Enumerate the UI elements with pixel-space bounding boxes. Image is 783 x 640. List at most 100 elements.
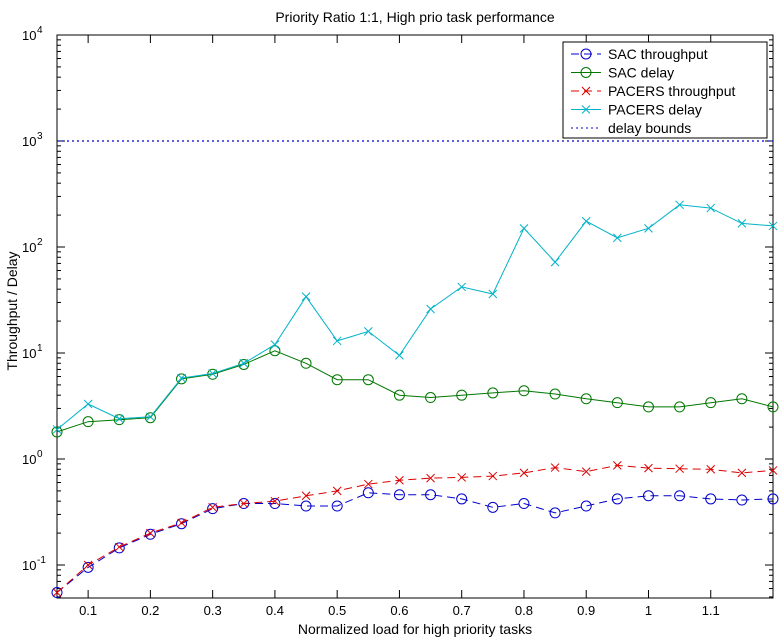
- data-point-marker: [426, 304, 435, 314]
- data-point-marker: [611, 493, 623, 505]
- data-point-marker: [580, 500, 592, 512]
- y-tick-label: 10: [22, 134, 36, 149]
- y-tick-exponent: 1: [37, 343, 43, 354]
- data-point-marker: [706, 203, 716, 213]
- data-point-marker: [177, 373, 186, 383]
- legend-label: SAC throughput: [608, 46, 708, 62]
- data-point-marker: [642, 401, 654, 413]
- data-point-marker: [705, 493, 717, 505]
- data-point-marker: [300, 357, 312, 369]
- data-point-marker: [457, 473, 467, 482]
- data-point-marker: [207, 503, 219, 515]
- data-point-marker: [767, 493, 779, 505]
- series-sac-throughput: [51, 487, 779, 599]
- data-point-marker: [362, 374, 374, 386]
- x-tick-label: 1: [645, 603, 652, 618]
- data-point-marker: [456, 389, 468, 401]
- data-point-marker: [393, 389, 405, 401]
- data-point-marker: [425, 392, 437, 404]
- data-point-marker: [426, 473, 435, 483]
- data-point-marker: [581, 216, 591, 226]
- data-point-marker: [580, 67, 592, 78]
- y-axis-label: Throughput / Delay: [4, 251, 20, 370]
- x-tick-label: 0.9: [577, 603, 595, 618]
- data-point-marker: [270, 496, 280, 506]
- data-point-marker: [550, 257, 560, 267]
- data-point-marker: [114, 542, 124, 552]
- data-point-marker: [675, 464, 684, 474]
- y-tick-exponent: 2: [37, 237, 43, 248]
- data-point-marker: [362, 487, 374, 499]
- data-point-marker: [550, 463, 560, 472]
- legend-label: SAC delay: [608, 65, 674, 81]
- data-point-marker: [706, 464, 716, 474]
- data-point-marker: [176, 373, 188, 385]
- data-point-marker: [518, 385, 530, 397]
- data-point-marker: [176, 518, 188, 530]
- data-point-marker: [767, 401, 779, 413]
- x-tick-label: 0.6: [390, 603, 408, 618]
- series-line: [56, 350, 774, 433]
- legend-item: PACERS throughput: [571, 83, 735, 99]
- x-axis-ticks: 0.1 0.2 0.3 0.4 0.5 0.6 0.7 0.8 0.9 1 1.1: [79, 35, 720, 618]
- data-point-marker: [363, 327, 373, 336]
- data-point-marker: [301, 491, 311, 501]
- legend: SAC throughput SAC delay PACERS throughput…: [562, 41, 768, 139]
- x-tick-label: 0.1: [79, 603, 97, 618]
- data-point-marker: [612, 461, 622, 470]
- data-point-marker: [239, 358, 249, 368]
- data-point-marker: [580, 48, 592, 60]
- data-point-marker: [549, 507, 561, 519]
- data-point-marker: [488, 289, 498, 299]
- x-tick-label: 0.3: [204, 603, 222, 618]
- plot-frame: [56, 34, 774, 599]
- data-point-marker: [82, 561, 94, 573]
- x-tick-label: 0.2: [141, 603, 159, 618]
- data-point-marker: [301, 292, 311, 302]
- legend-label: PACERS throughput: [608, 83, 735, 99]
- data-point-marker: [332, 486, 342, 496]
- data-point-marker: [331, 500, 343, 512]
- data-point-marker: [114, 414, 124, 424]
- data-point-marker: [363, 479, 373, 489]
- data-point-marker: [395, 351, 404, 360]
- series-pacers-throughput: [52, 461, 778, 597]
- data-point-marker: [487, 387, 499, 399]
- legend-label: PACERS delay: [608, 102, 702, 118]
- data-point-marker: [768, 221, 778, 231]
- y-tick-exponent: 3: [37, 131, 43, 142]
- data-point-marker: [177, 518, 186, 528]
- data-point-marker: [51, 587, 63, 599]
- x-tick-label: 0.4: [266, 603, 284, 618]
- y-tick-exponent: 0: [37, 449, 43, 460]
- x-tick-label: 0.8: [515, 603, 533, 618]
- data-point-marker: [83, 399, 93, 409]
- data-point-marker: [269, 345, 281, 357]
- data-point-marker: [768, 466, 778, 475]
- data-point-marker: [52, 425, 62, 434]
- data-point-marker: [611, 397, 623, 409]
- data-point-marker: [393, 489, 405, 501]
- data-point-marker: [270, 340, 280, 349]
- y-tick-label: 10: [22, 558, 36, 573]
- legend-item: SAC delay: [571, 65, 674, 81]
- legend-item: PACERS delay: [571, 102, 702, 118]
- data-point-marker: [487, 501, 499, 513]
- x-tick-label: 1.1: [702, 603, 720, 618]
- data-point-marker: [208, 502, 218, 512]
- data-point-marker: [519, 223, 529, 233]
- y-tick-label: 10: [22, 346, 36, 361]
- data-point-marker: [51, 426, 63, 438]
- series-line: [56, 204, 774, 430]
- data-point-marker: [549, 388, 561, 400]
- data-point-marker: [113, 542, 125, 554]
- legend-item: SAC throughput: [571, 46, 708, 62]
- data-point-marker: [705, 397, 717, 409]
- series-line: [56, 464, 774, 593]
- data-point-marker: [488, 471, 498, 481]
- data-point-marker: [113, 414, 125, 426]
- data-point-marker: [146, 528, 155, 538]
- data-point-marker: [144, 528, 156, 540]
